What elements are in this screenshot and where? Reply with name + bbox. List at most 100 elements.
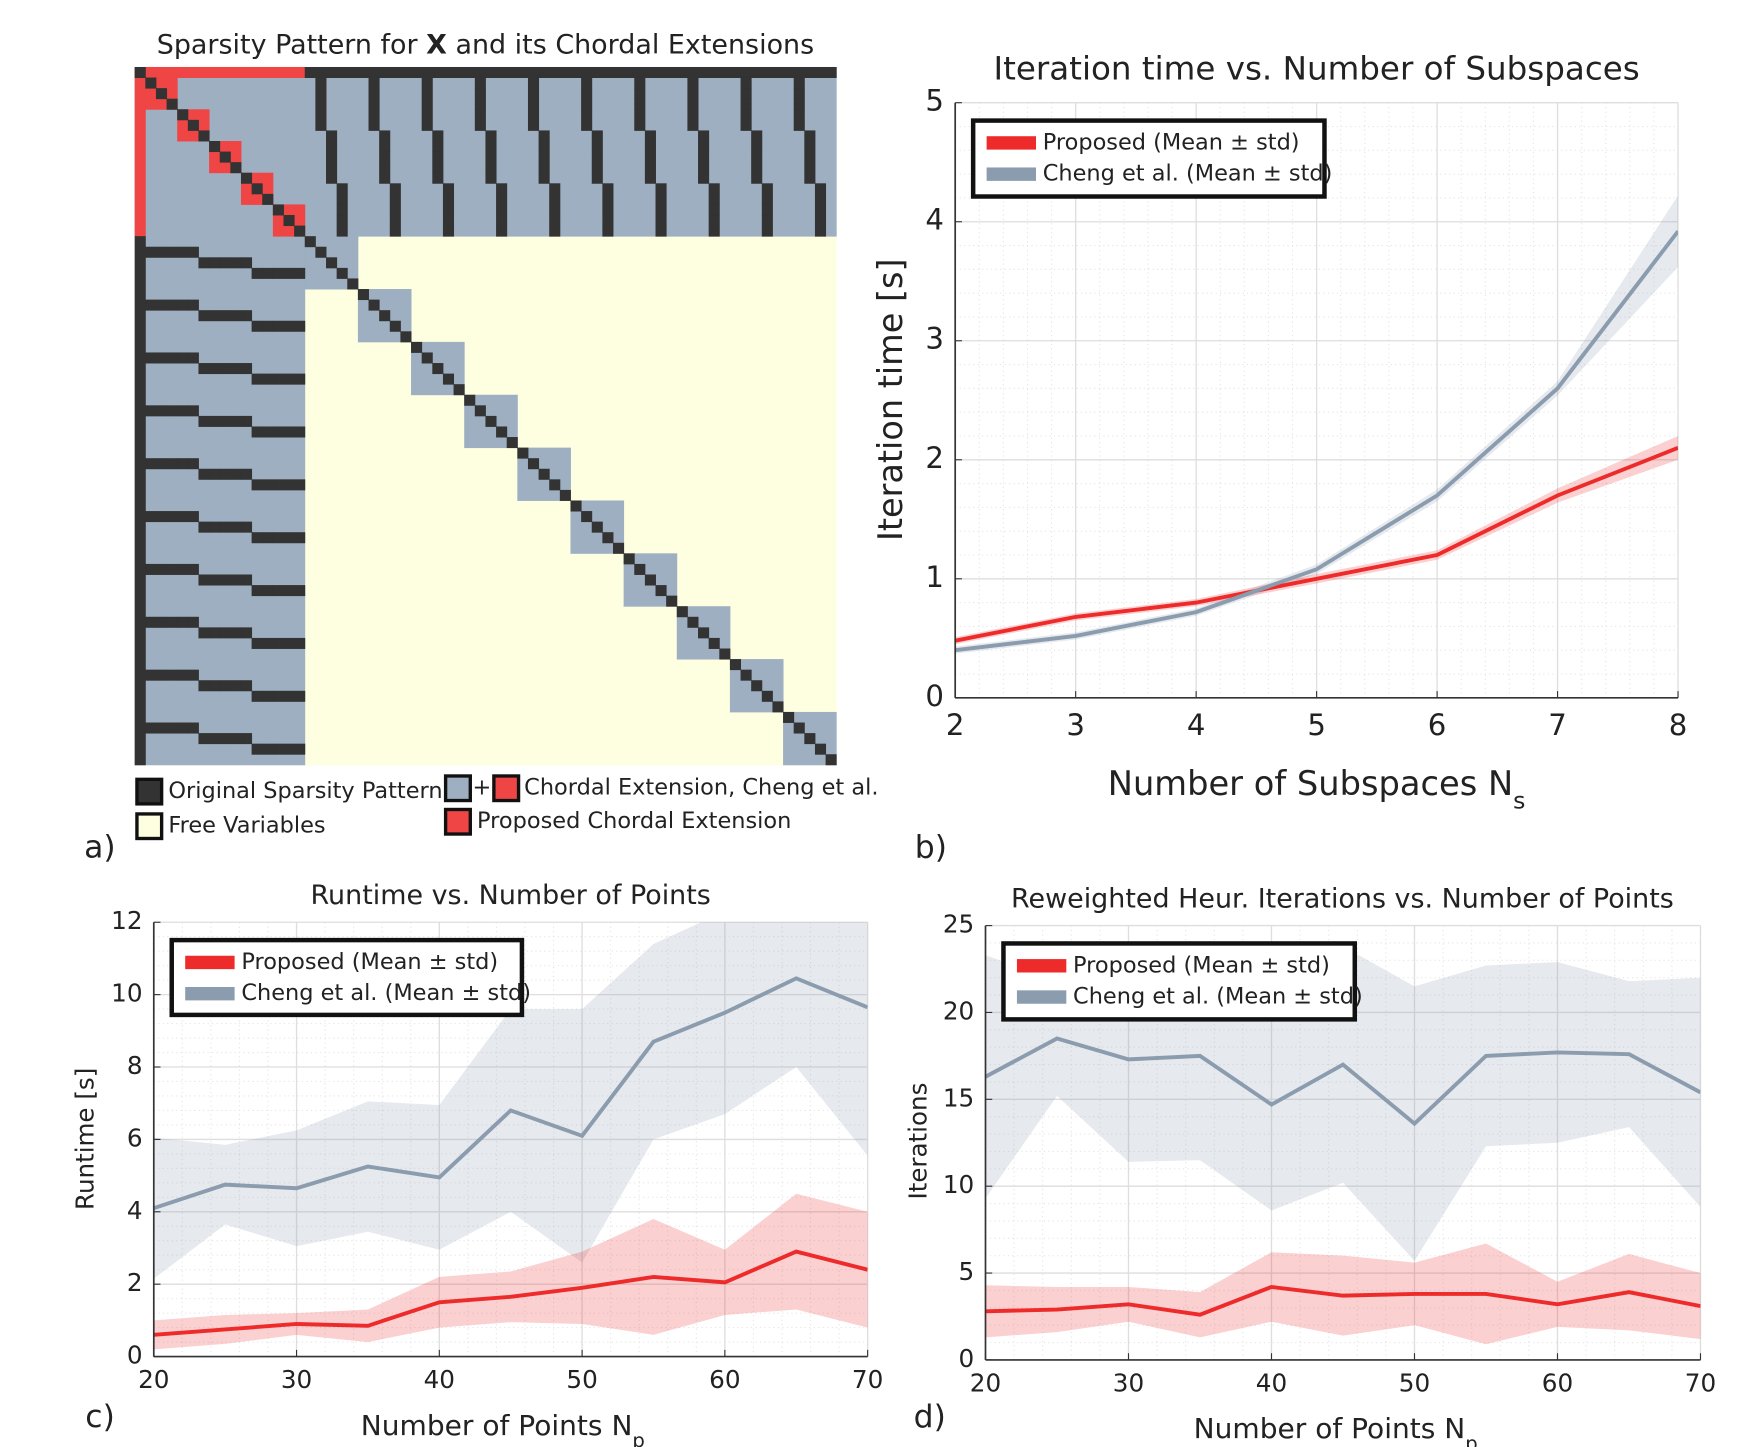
- matrix-cell: [294, 320, 306, 332]
- matrix-cell: [442, 183, 455, 195]
- matrix-cell: [357, 289, 369, 301]
- y-tick-label: 25: [943, 910, 974, 939]
- x-tick-label: 40: [424, 1365, 455, 1394]
- matrix-cell: [708, 193, 720, 205]
- matrix-cell: [198, 627, 210, 639]
- matrix-cell: [251, 743, 263, 755]
- mean-line: [955, 230, 1679, 653]
- matrix-cell: [581, 88, 593, 100]
- matrix-cell: [538, 141, 550, 153]
- matrix-cell: [527, 88, 540, 100]
- matrix-cell: [740, 88, 752, 100]
- matrix-cell: [219, 468, 231, 480]
- x-axis-label-sub: p: [632, 1428, 644, 1447]
- x-tick-label: 4: [1187, 708, 1206, 742]
- matrix-cell: [442, 373, 455, 385]
- sparsity-matrix: [134, 66, 837, 766]
- legend: Proposed (Mean ± std) Cheng et al. (Mean …: [1001, 941, 1363, 1022]
- matrix-cell: [219, 733, 231, 745]
- matrix-cell: [230, 363, 242, 375]
- std-band: [153, 1193, 868, 1350]
- matrix-cell: [198, 130, 210, 142]
- x-tick-label: 2: [946, 708, 965, 742]
- legend-label: Cheng et al. (Mean ± std): [241, 980, 531, 1006]
- matrix-cell: [708, 183, 720, 195]
- matrix-cell: [623, 553, 635, 565]
- matrix-cell: [804, 130, 816, 142]
- matrix-cell: [442, 204, 455, 216]
- chart-title: Sparsity Pattern for X and its Chordal E…: [157, 29, 814, 60]
- matrix-cell: [240, 680, 253, 692]
- matrix-cell: [549, 183, 561, 195]
- matrix-cell: [198, 363, 210, 375]
- y-tick-label: 4: [127, 1196, 143, 1225]
- y-tick-label: 10: [943, 1170, 974, 1199]
- matrix-cell: [251, 479, 263, 491]
- matrix-cell: [272, 690, 284, 702]
- matrix-cell: [166, 458, 178, 470]
- x-axis-label-main: Number of Points N: [361, 1409, 633, 1442]
- matrix-cell: [262, 532, 274, 544]
- x-tick-label: 70: [1685, 1369, 1716, 1398]
- matrix-cell: [814, 225, 827, 237]
- legend-swatch: [135, 777, 164, 806]
- matrix-cell: [496, 193, 508, 205]
- x-axis-label-main: Number of Points N: [1194, 1412, 1466, 1445]
- matrix-cell: [496, 426, 508, 438]
- matrix-cell: [155, 563, 168, 575]
- matrix-cell: [379, 172, 391, 184]
- matrix-cell: [527, 98, 540, 110]
- matrix-cell: [240, 172, 253, 184]
- matrix-cell: [761, 204, 773, 216]
- plot: 20 30 40 50 60 70 0 2 4 6 8 10 12 Runtime vs. Number …: [70, 880, 883, 1447]
- matrix-cell: [145, 246, 157, 258]
- matrix-cell: [793, 119, 805, 131]
- matrix-cell: [240, 415, 253, 427]
- matrix-cell: [538, 130, 550, 142]
- matrix-cell: [177, 299, 189, 311]
- matrix-cell: [687, 98, 699, 110]
- matrix-cell: [219, 363, 231, 375]
- y-tick-label: 8: [127, 1051, 143, 1080]
- matrix-cell: [155, 299, 168, 311]
- matrix-cell: [708, 225, 720, 237]
- matrix-cell: [432, 151, 444, 163]
- matrix-cell: [326, 141, 338, 153]
- matrix-cell: [389, 320, 401, 332]
- matrix-cell: [538, 172, 550, 184]
- matrix-cell: [326, 130, 338, 142]
- matrix-cell: [591, 162, 603, 174]
- matrix-cell: [591, 141, 603, 153]
- x-axis-label-sub: s: [1513, 786, 1525, 814]
- matrix-cell: [793, 98, 805, 110]
- x-axis-label: Number of Points Np: [361, 1409, 645, 1447]
- matrix-cell: [155, 511, 168, 523]
- matrix-cell: [166, 563, 178, 575]
- matrix-cell: [166, 616, 178, 628]
- matrix-cell: [591, 521, 603, 533]
- matrix-cell: [804, 151, 816, 163]
- matrix-cell: [251, 585, 263, 597]
- matrix-cell: [134, 236, 146, 766]
- matrix-cell: [262, 373, 274, 385]
- matrix-cell: [432, 172, 444, 184]
- matrix-cell: [240, 310, 253, 322]
- matrix-cell: [198, 680, 210, 692]
- matrix-cell: [177, 722, 189, 734]
- panel-label: b): [915, 830, 947, 866]
- legend-swatch: [1016, 990, 1067, 1004]
- matrix-cell: [814, 743, 827, 755]
- title-part: and its Chordal Extensions: [447, 29, 814, 60]
- matrix-cell: [272, 532, 284, 544]
- matrix-cell: [187, 352, 199, 364]
- matrix-cell: [634, 77, 646, 89]
- matrix-cell: [230, 574, 242, 586]
- matrix-cell: [474, 77, 486, 89]
- matrix-cell: [474, 405, 486, 417]
- matrix-cell: [698, 627, 710, 639]
- matrix-cell: [177, 352, 189, 364]
- series-layer: [153, 922, 868, 1350]
- matrix-cell: [676, 606, 688, 618]
- matrix-cell: [421, 77, 433, 89]
